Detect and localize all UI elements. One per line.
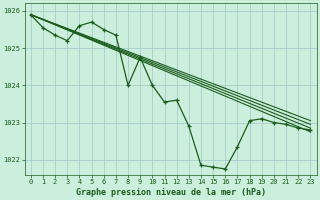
- X-axis label: Graphe pression niveau de la mer (hPa): Graphe pression niveau de la mer (hPa): [76, 188, 266, 197]
